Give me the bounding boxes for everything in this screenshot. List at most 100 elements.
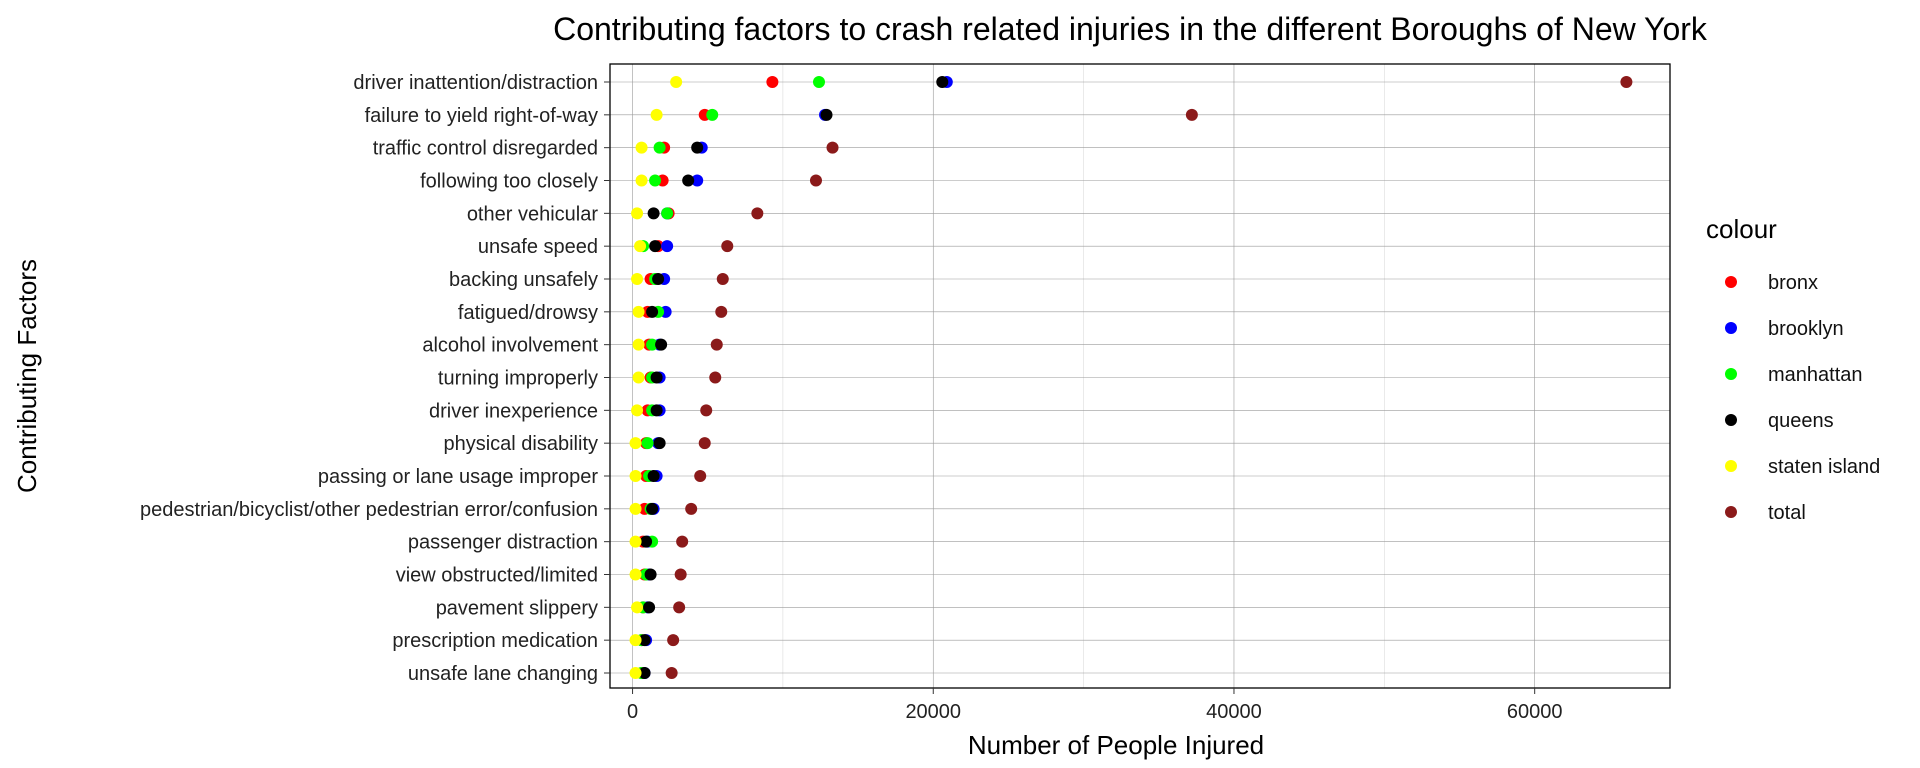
point-queens [652, 273, 665, 285]
point-queens [691, 141, 704, 154]
chart-title: Contributing factors to crash related in… [553, 11, 1708, 47]
x-tick-labels: 0 20000 40000 60000 [627, 688, 1563, 723]
point-total [716, 273, 729, 285]
point-staten-island [635, 174, 648, 187]
point-staten-island [632, 371, 645, 384]
legend-key-brooklyn [1725, 322, 1737, 334]
point-manhattan [649, 174, 662, 187]
legend-label-total: total [1768, 502, 1806, 524]
x-tick-label: 40000 [1206, 701, 1262, 723]
y-tick-label: physical disability [443, 433, 598, 455]
grid-lines [610, 64, 1670, 688]
point-queens [682, 174, 695, 187]
point-staten-island [631, 404, 644, 417]
point-total [826, 141, 839, 154]
legend-key-bronx [1725, 276, 1737, 288]
point-total [751, 207, 764, 220]
point-staten-island [631, 273, 644, 285]
point-queens [647, 470, 660, 482]
point-queens [644, 568, 657, 581]
y-tick-label: backing unsafely [449, 269, 598, 291]
point-queens [655, 338, 668, 351]
point-queens [638, 667, 651, 679]
point-total [698, 437, 711, 450]
point-bronx [766, 76, 779, 88]
legend-title: colour [1706, 214, 1777, 244]
point-manhattan [661, 207, 674, 220]
y-tick-label: failure to yield right-of-way [365, 105, 598, 127]
legend-label-queens: queens [1768, 410, 1834, 432]
y-tick-label: view obstructed/limited [396, 565, 598, 587]
point-staten-island [629, 470, 642, 482]
point-total [694, 470, 707, 482]
point-staten-island [631, 601, 644, 614]
y-axis-title: Contributing Factors [12, 259, 42, 493]
point-brooklyn [691, 174, 704, 187]
point-staten-island [670, 76, 683, 88]
y-tick-label: passing or lane usage improper [318, 466, 599, 488]
point-queens [650, 404, 663, 417]
legend-key-total [1725, 506, 1737, 518]
point-staten-island [635, 141, 648, 154]
point-queens [936, 76, 949, 88]
point-queens [653, 437, 666, 450]
point-total [667, 634, 680, 647]
point-staten-island [629, 502, 642, 515]
point-staten-island [650, 108, 663, 121]
point-staten-island [629, 437, 642, 450]
legend-label-brooklyn: brooklyn [1768, 318, 1844, 340]
point-manhattan [653, 141, 666, 154]
x-axis-title: Number of People Injured [968, 730, 1264, 760]
legend-key-manhattan [1725, 368, 1737, 380]
y-tick-label: turning improperly [438, 368, 598, 390]
point-total [721, 240, 734, 253]
point-manhattan [646, 338, 659, 351]
y-tick-label: driver inattention/distraction [353, 72, 598, 94]
point-queens [649, 240, 662, 253]
legend-label-bronx: bronx [1768, 272, 1818, 294]
point-queens [643, 601, 656, 614]
point-total [685, 502, 698, 515]
y-tick-label: fatigued/drowsy [458, 302, 598, 324]
x-tick-label: 20000 [905, 701, 961, 723]
point-manhattan [641, 437, 654, 450]
point-total [700, 404, 713, 417]
point-total [809, 174, 822, 187]
y-tick-label: unsafe speed [478, 236, 598, 258]
point-staten-island [629, 634, 642, 647]
legend-key-queens [1725, 414, 1737, 426]
point-staten-island [629, 667, 642, 679]
point-total [676, 535, 689, 548]
point-staten-island [631, 207, 644, 220]
legend: colour bronx brooklyn manhattan queens state… [1706, 214, 1880, 524]
point-queens [647, 207, 660, 220]
point-total [674, 568, 687, 581]
y-tick-label: traffic control disregarded [373, 138, 598, 160]
point-queens [820, 108, 833, 121]
point-queens [638, 634, 651, 647]
point-staten-island [634, 240, 647, 253]
y-tick-label: unsafe lane changing [408, 663, 598, 685]
x-tick-label: 60000 [1507, 701, 1563, 723]
legend-key-staten-island [1725, 460, 1737, 472]
point-queens [640, 535, 653, 548]
x-tick-label: 0 [627, 701, 638, 723]
point-manhattan [812, 76, 825, 88]
point-queens [646, 502, 659, 515]
point-total [1620, 76, 1633, 88]
point-manhattan [706, 108, 719, 121]
legend-label-staten-island: staten island [1768, 456, 1880, 478]
y-tick-label: alcohol involvement [422, 335, 598, 357]
y-tick-label: prescription medication [392, 630, 598, 652]
point-staten-island [632, 305, 645, 318]
point-total [710, 338, 723, 351]
y-tick-label: other vehicular [467, 203, 599, 225]
point-staten-island [632, 338, 645, 351]
point-total [673, 601, 686, 614]
y-tick-label: driver inexperience [429, 400, 598, 422]
point-total [709, 371, 722, 384]
y-tick-label: passenger distraction [408, 532, 598, 554]
point-staten-island [629, 535, 642, 548]
point-brooklyn [661, 240, 674, 253]
